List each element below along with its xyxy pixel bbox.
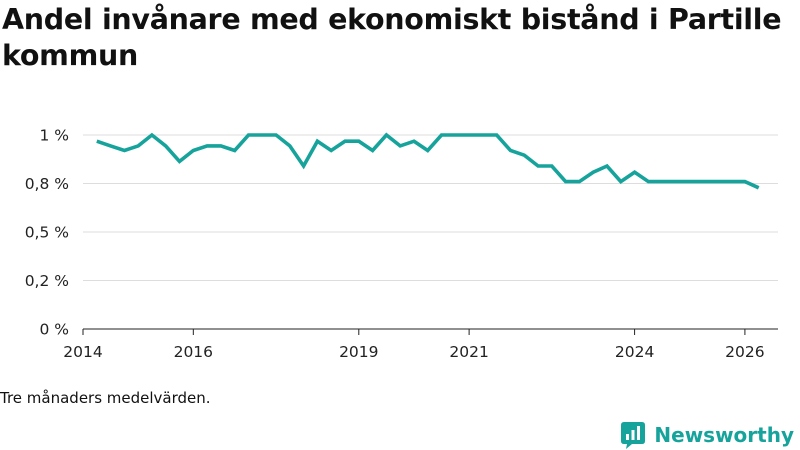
data-point (288, 144, 291, 147)
data-point (302, 164, 305, 167)
data-point (275, 133, 278, 136)
data-point (233, 149, 236, 152)
x-axis-tick-labels: 2014 2016 2019 2021 2024 2026 (63, 343, 764, 361)
newsworthy-logo-icon (621, 422, 646, 449)
series-layer (95, 132, 760, 190)
x-axis (82, 328, 778, 335)
data-point (399, 144, 402, 147)
data-point (357, 140, 360, 143)
data-point (109, 144, 112, 147)
newsworthy-logo-label: Newsworthy (654, 423, 794, 447)
y-tick-label: 0,5 % (25, 224, 69, 242)
data-point (468, 133, 471, 136)
data-point (757, 186, 760, 189)
data-point (371, 149, 374, 152)
x-tick-label: 2026 (725, 343, 764, 361)
x-tick-label: 2014 (63, 343, 102, 361)
data-point (730, 180, 733, 183)
x-tick-label: 2016 (174, 343, 213, 361)
data-point (633, 171, 636, 174)
data-point (150, 133, 153, 136)
data-point (716, 180, 719, 183)
data-point (426, 149, 429, 152)
data-point (247, 133, 250, 136)
data-point (550, 164, 553, 167)
data-point (619, 180, 622, 183)
y-tick-label: 0,8 % (25, 175, 69, 193)
data-point (137, 144, 140, 147)
y-tick-label: 0,2 % (25, 272, 69, 290)
data-point (495, 133, 498, 136)
data-point (509, 149, 512, 152)
data-point (661, 180, 664, 183)
series-line-0 (96, 132, 760, 190)
footnote: Tre månaders medelvärden. (0, 389, 211, 407)
data-point (605, 164, 608, 167)
data-point (261, 133, 264, 136)
data-point (523, 154, 526, 157)
data-point (123, 149, 126, 152)
data-point (688, 180, 691, 183)
data-point (564, 180, 567, 183)
y-axis-tick-labels: 0 % 0,2 % 0,5 % 0,8 % 1 % (25, 127, 69, 339)
data-point (440, 133, 443, 136)
data-point (481, 133, 484, 136)
x-tick-label: 2024 (615, 343, 654, 361)
data-point (743, 180, 746, 183)
data-point (702, 180, 705, 183)
chart-title: Andel invånare med ekonomiskt bistånd i … (2, 3, 782, 72)
data-point (592, 171, 595, 174)
data-point (674, 180, 677, 183)
x-tick-label: 2021 (449, 343, 488, 361)
data-point (206, 144, 209, 147)
data-point (537, 164, 540, 167)
data-point (647, 180, 650, 183)
data-point (164, 144, 167, 147)
y-tick-label: 0 % (39, 321, 69, 339)
y-tick-label: 1 % (39, 127, 69, 145)
data-point (454, 133, 457, 136)
data-point (578, 180, 581, 183)
gridlines (83, 134, 778, 330)
data-point (343, 140, 346, 143)
x-tick-label: 2019 (339, 343, 378, 361)
data-point (316, 140, 319, 143)
data-point (330, 149, 333, 152)
data-point (385, 133, 388, 136)
data-point (412, 140, 415, 143)
data-point (95, 140, 98, 143)
data-point (178, 160, 181, 163)
data-point (219, 144, 222, 147)
newsworthy-logo[interactable]: Newsworthy (620, 420, 794, 450)
data-point (192, 149, 195, 152)
